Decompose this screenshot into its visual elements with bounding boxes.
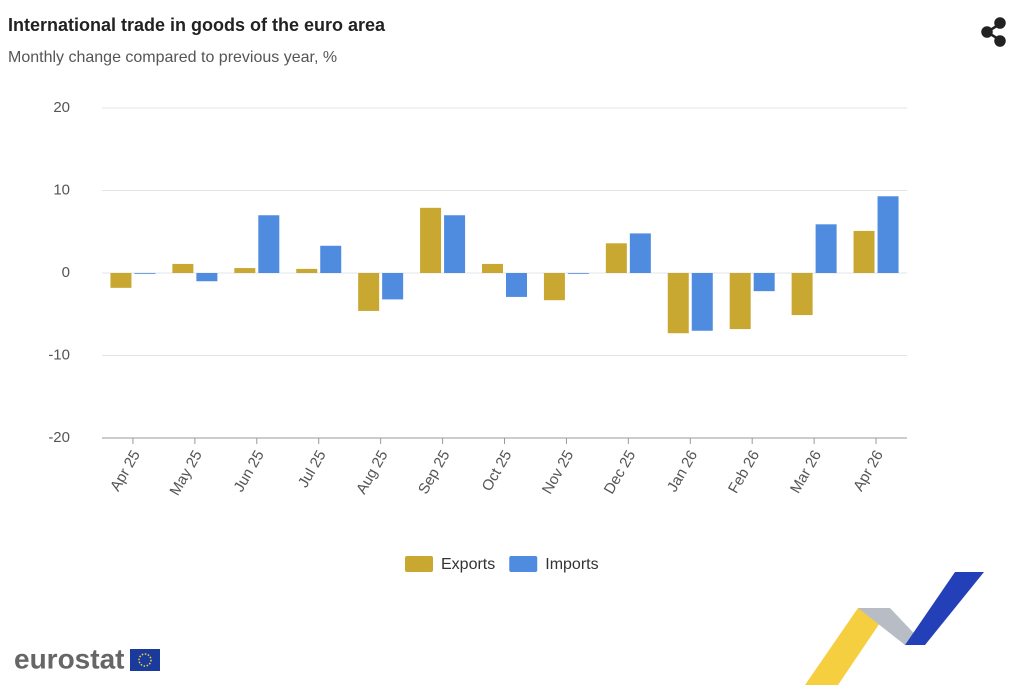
bar	[172, 263, 194, 273]
swoosh-gray	[858, 608, 925, 645]
swoosh-blue	[905, 572, 984, 645]
bar	[196, 273, 218, 282]
legend-label: Exports	[441, 556, 495, 573]
share-icon[interactable]	[981, 17, 1006, 47]
bar	[791, 273, 813, 316]
swoosh-yellow	[805, 608, 890, 685]
y-tick-label: 0	[62, 264, 70, 281]
bar	[691, 273, 713, 331]
bar	[506, 273, 527, 297]
bar	[629, 233, 651, 273]
bar	[753, 273, 775, 292]
bar	[382, 273, 404, 300]
chart-title: International trade in goods of the euro…	[8, 15, 386, 35]
bar	[320, 245, 342, 273]
legend-swatch	[509, 556, 538, 572]
logo-text: eurostat	[14, 643, 124, 674]
bar	[667, 273, 689, 334]
legend-swatch	[405, 556, 433, 572]
bar	[258, 215, 280, 273]
bar	[543, 273, 565, 301]
bar	[110, 273, 132, 288]
bar	[567, 273, 589, 274]
y-tick-label: -10	[48, 346, 70, 363]
bar	[815, 224, 837, 273]
y-tick-label: 10	[53, 181, 70, 198]
bar	[296, 268, 318, 273]
bar	[729, 273, 751, 330]
y-tick-label: -20	[48, 429, 70, 446]
bar	[482, 263, 503, 273]
legend-label: Imports	[545, 556, 598, 573]
chart-subtitle: Monthly change compared to previous year…	[8, 49, 337, 66]
bar	[358, 273, 380, 311]
bar	[420, 207, 442, 273]
bar	[853, 230, 875, 273]
bar	[605, 243, 627, 273]
y-tick-label: 20	[53, 99, 70, 116]
bar	[234, 268, 256, 273]
bar	[877, 196, 899, 273]
eu-flag	[130, 649, 160, 671]
eu-stars	[138, 653, 152, 667]
bar	[444, 215, 466, 273]
bar	[134, 273, 156, 274]
